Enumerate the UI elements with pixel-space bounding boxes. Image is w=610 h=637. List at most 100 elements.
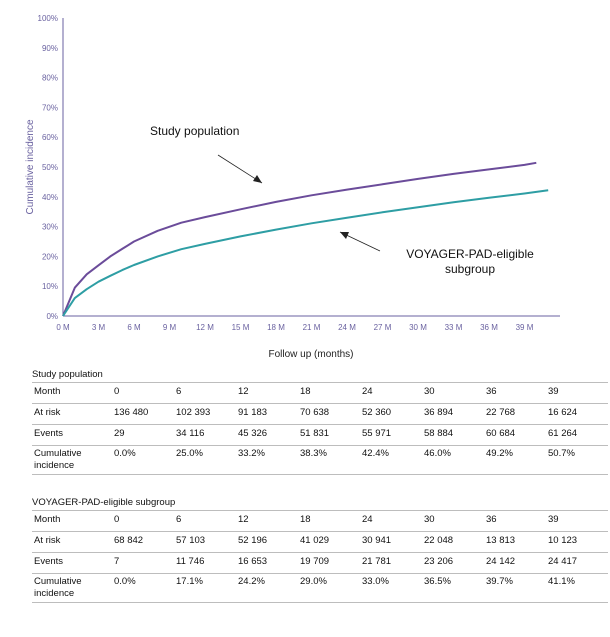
table-cell: 52 196: [236, 531, 298, 553]
table-cell: 55 971: [360, 424, 422, 446]
table-cell: 38.3%: [298, 445, 360, 475]
y-tick-label: 0%: [46, 312, 58, 321]
x-tick-label: 27 M: [374, 323, 392, 332]
table-cell: 21 781: [360, 552, 422, 574]
table-cell: 16 624: [546, 403, 608, 425]
table-cell: 22 768: [484, 403, 546, 425]
table-row: Cumulative incidence 0.0% 25.0% 33.2% 38.3% 4…: [32, 445, 608, 475]
table-cell: 70 638: [298, 403, 360, 425]
table-cell: 61 264: [546, 424, 608, 446]
table-row: Cumulative incidence 0.0% 17.1% 24.2% 29.0% 3…: [32, 573, 608, 603]
table-cell: 18: [298, 382, 360, 404]
table-cell: 24: [360, 382, 422, 404]
table-cell: 49.2%: [484, 445, 546, 475]
table-cell: 16 653: [236, 552, 298, 574]
annotation-voyager-line2: subgroup: [445, 262, 495, 276]
y-tick-label: 60%: [42, 133, 58, 142]
table-row: Month 0 6 12 18 24 30 36 39: [32, 510, 608, 532]
annotation-arrow-study: [217, 154, 263, 184]
table-cell: 6: [174, 382, 236, 404]
table-cell: 58 884: [422, 424, 484, 446]
x-tick-label: 21 M: [303, 323, 321, 332]
table-row: Events 29 34 116 45 326 51 831 55 971 58 884 60…: [32, 424, 608, 446]
table-cell: 136 480: [112, 403, 174, 425]
table-cell: 11 746: [174, 552, 236, 574]
annotation-arrowhead-voyager: [340, 232, 349, 239]
table-cell: 36: [484, 382, 546, 404]
table-title: VOYAGER-PAD-eligible subgroup: [32, 497, 176, 508]
table-row: At risk 68 842 57 103 52 196 41 029 30 941 22 …: [32, 531, 608, 553]
table-cell: 36: [484, 510, 546, 532]
table-cell: 13 813: [484, 531, 546, 553]
y-tick-label: 40%: [42, 193, 58, 202]
table-cell: 30: [422, 510, 484, 532]
table-cell: 46.0%: [422, 445, 484, 475]
y-tick-label: 10%: [42, 282, 58, 291]
row-label: Cumulative incidence: [32, 445, 112, 475]
table-cell: 57 103: [174, 531, 236, 553]
table-cell: 34 116: [174, 424, 236, 446]
row-label: Events: [32, 552, 112, 574]
table-cell: 19 709: [298, 552, 360, 574]
table-cell: 6: [174, 510, 236, 532]
series-line-voyager-subgroup: [62, 189, 549, 317]
row-label: Month: [32, 510, 112, 532]
table-cell: 0: [112, 382, 174, 404]
table-cell: 68 842: [112, 531, 174, 553]
table-cell: 12: [236, 382, 298, 404]
y-tick-label: 70%: [42, 103, 58, 112]
table-voyager-block: VOYAGER-PAD-eligible subgroup Month 0 6 12 1…: [32, 496, 608, 603]
table-cell: 45 326: [236, 424, 298, 446]
table-cell: 24 417: [546, 552, 608, 574]
table-cell: 10 123: [546, 531, 608, 553]
table-cell: 39: [546, 382, 608, 404]
x-tick-label: 6 M: [127, 323, 141, 332]
table-cell: 0.0%: [112, 573, 174, 603]
row-label: At risk: [32, 531, 112, 553]
table-cell: 17.1%: [174, 573, 236, 603]
table-row: Events 7 11 746 16 653 19 709 21 781 23 206 24 …: [32, 552, 608, 574]
x-tick-label: 39 M: [516, 323, 534, 332]
y-tick-label: 20%: [42, 252, 58, 261]
table-cell: 12: [236, 510, 298, 532]
table-cell: 24.2%: [236, 573, 298, 603]
table-cell: 41.1%: [546, 573, 608, 603]
table-cell: 36 894: [422, 403, 484, 425]
x-tick-label: 0 M: [56, 323, 70, 332]
table-row: At risk 136 480 102 393 91 183 70 638 52 360 3…: [32, 403, 608, 425]
y-axis-label: Cumulative incidence: [25, 119, 36, 214]
table-cell: 60 684: [484, 424, 546, 446]
table-cell: 39.7%: [484, 573, 546, 603]
table-cell: 36.5%: [422, 573, 484, 603]
table-cell: 91 183: [236, 403, 298, 425]
table-cell: 18: [298, 510, 360, 532]
table-cell: 33.0%: [360, 573, 422, 603]
table-cell: 24 142: [484, 552, 546, 574]
annotation-study-population: Study population: [150, 124, 239, 138]
table-cell: 24: [360, 510, 422, 532]
table-cell: 30 941: [360, 531, 422, 553]
table-cell: 0: [112, 510, 174, 532]
row-label: At risk: [32, 403, 112, 425]
table-voyager-subgroup: Month 0 6 12 18 24 30 36 39 At risk 68 842 57 103 52…: [32, 510, 608, 603]
table-cell: 22 048: [422, 531, 484, 553]
x-tick-label: 30 M: [409, 323, 427, 332]
x-axis-label: Follow up (months): [268, 349, 353, 360]
cumulative-incidence-chart: 0% 10% 20% 30% 40% 50% 60% 70% 80% 90% 100% 0 M 3 M…: [25, 14, 560, 360]
table-cell: 50.7%: [546, 445, 608, 475]
row-label: Events: [32, 424, 112, 446]
table-cell: 0.0%: [112, 445, 174, 475]
table-study-population-block: Study population Month 0 6 12 18 24 30 36 39 At r…: [32, 368, 608, 475]
table-cell: 23 206: [422, 552, 484, 574]
table-study-population: Month 0 6 12 18 24 30 36 39 At risk 136 480 102 393…: [32, 382, 608, 475]
table-cell: 42.4%: [360, 445, 422, 475]
table-cell: 41 029: [298, 531, 360, 553]
y-tick-label: 100%: [38, 14, 58, 23]
row-label: Cumulative incidence: [32, 573, 112, 603]
x-tick-label: 9 M: [163, 323, 177, 332]
table-cell: 29.0%: [298, 573, 360, 603]
table-cell: 102 393: [174, 403, 236, 425]
table-cell: 30: [422, 382, 484, 404]
table-cell: 51 831: [298, 424, 360, 446]
x-tick-label: 15 M: [232, 323, 250, 332]
